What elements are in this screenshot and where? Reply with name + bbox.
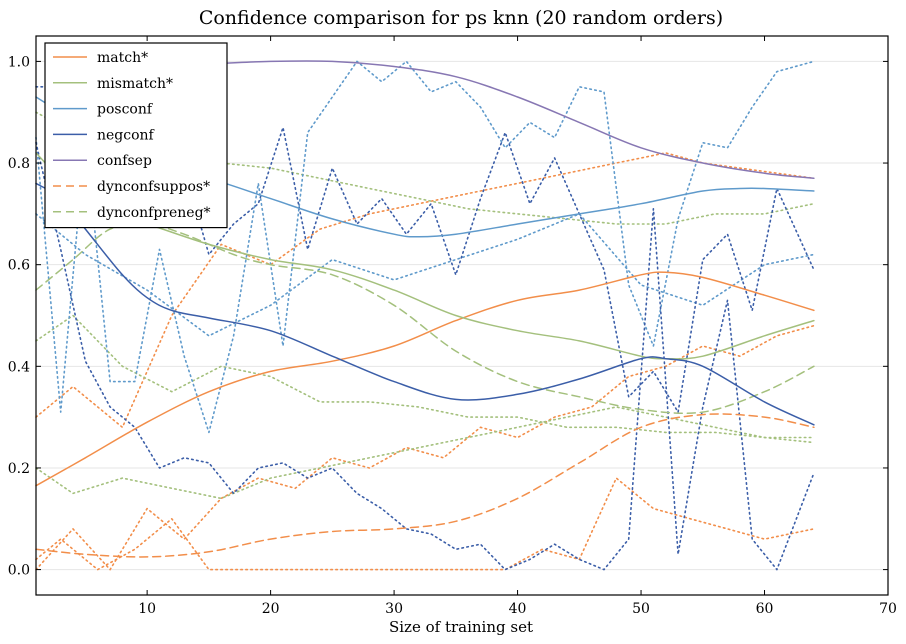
legend-label: posconf (97, 102, 154, 118)
legend-box (44, 42, 228, 229)
legend-label: confsep (97, 153, 152, 169)
series-line-trial-15 (35, 141, 815, 571)
y-tick-label: 0.0 (8, 563, 30, 579)
y-tick-label: 0.6 (8, 258, 30, 274)
series-line-trial-11 (35, 314, 815, 439)
series-line-confsep (208, 60, 815, 180)
series-line-negconf (35, 182, 815, 426)
legend-label: mismatch* (97, 76, 173, 92)
x-tick-label: 70 (879, 601, 897, 617)
x-tick-label: 40 (509, 601, 527, 617)
axis-ticks: 0.0 0.2 0.4 0.6 0.8 1.0 10 20 30 40 50 60 70 (8, 36, 897, 617)
series-line-trial-12 (35, 406, 815, 500)
plot-frame (35, 35, 889, 596)
y-tick-label: 0.2 (8, 461, 30, 477)
legend: match* mismatch* posconf negconf confsep dync… (44, 42, 228, 229)
x-tick-label: 20 (262, 601, 280, 617)
series-line-trial-9 (35, 477, 815, 571)
legend-label: negconf (97, 127, 156, 143)
x-tick-label: 60 (756, 601, 774, 617)
chart-title: Confidence comparison for ps knn (20 ran… (199, 7, 723, 29)
series-line-trial-7 (35, 324, 815, 571)
series-line-dynconfsuppos (35, 413, 815, 558)
x-tick-label: 30 (385, 601, 403, 617)
legend-label: match* (97, 50, 148, 66)
y-tick-label: 0.8 (8, 156, 30, 172)
x-tick-label: 50 (632, 601, 650, 617)
x-tick-label: 10 (138, 601, 156, 617)
series-line-match (35, 271, 815, 487)
x-axis-label: Size of training set (389, 618, 533, 636)
legend-label: dynconfpreneg* (97, 205, 211, 221)
series-line-dynconfpreneg (35, 222, 815, 415)
y-tick-label: 0.4 (8, 359, 30, 375)
legend-label: dynconfsuppos* (97, 179, 210, 195)
y-tick-label: 1.0 (8, 54, 30, 70)
series-line-trial-14 (35, 213, 815, 337)
